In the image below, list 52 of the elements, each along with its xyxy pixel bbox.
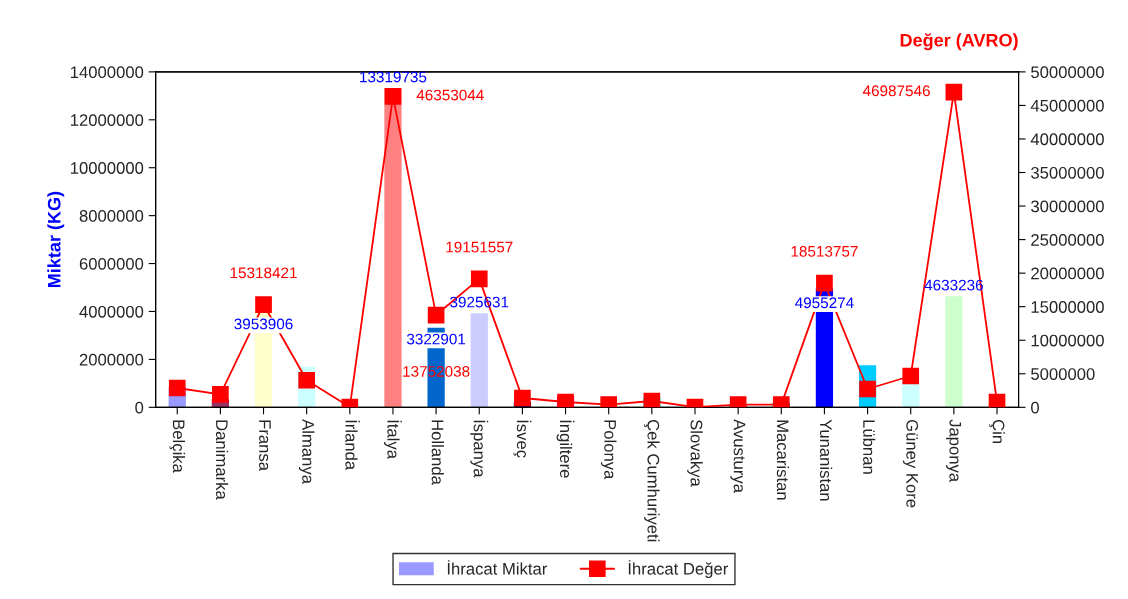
x-tick-label: Güney Kore	[902, 419, 919, 508]
x-tick-label: İsveç	[513, 420, 532, 458]
x-tick-label: Japonya	[946, 419, 962, 483]
y-tick-label: 4000000	[79, 305, 144, 318]
y2-tick-label: 50000000	[1031, 66, 1104, 79]
y2-tick-label: 25000000	[1031, 234, 1104, 246]
data-label: 46987546	[862, 85, 930, 97]
legend-label: İhracat Miktar	[447, 560, 548, 575]
x-tick-label: İtalya	[384, 420, 402, 459]
y-tick-label: 8000000	[79, 210, 144, 222]
y2-tick-label: 45000000	[1030, 99, 1104, 112]
x-tick-label: Belçika	[169, 420, 186, 473]
y-tick-label: 10000000	[70, 162, 144, 174]
data-label: 3322901	[406, 333, 466, 345]
y2-tick-label: 20000000	[1031, 267, 1104, 280]
x-tick-label: Macaristan	[776, 420, 790, 500]
y2-tick-label: 30000000	[1031, 200, 1104, 213]
y-tick-label: 0	[135, 401, 144, 414]
y2-tick-label: 15000000	[1031, 301, 1104, 313]
y2-tick-label: 0	[1031, 401, 1040, 414]
x-tick-label: Slovakya	[687, 419, 703, 487]
data-label: 15318421	[230, 267, 297, 279]
x-tick-label: İspanya	[470, 420, 489, 478]
data-label: 19151557	[446, 241, 513, 253]
y2-tick-label: 5000000	[1031, 368, 1095, 380]
data-label: 46353044	[416, 89, 484, 101]
x-tick-label: Danimarka	[215, 420, 229, 500]
x-tick-label: Hollanda	[431, 420, 444, 485]
legend-label: İhracat Değer	[628, 560, 729, 579]
x-tick-label: İngiltere	[556, 420, 575, 478]
y-tick-label: 12000000	[70, 114, 144, 126]
x-tick-label: Almanya	[298, 419, 315, 484]
x-tick-label: Polonya	[600, 420, 617, 480]
data-label: 3953906	[234, 318, 293, 330]
y-axis-title: Miktar (KG)	[47, 191, 65, 288]
y-tick-label: 6000000	[79, 257, 144, 270]
y2-tick-label: 10000000	[1031, 334, 1104, 347]
x-tick-label: Fransa	[259, 420, 271, 471]
x-tick-label: Çin	[989, 419, 1005, 444]
x-tick-label: Lübnan	[863, 420, 876, 474]
x-tick-label: Yunanistan	[819, 419, 833, 501]
y2-tick-label: 35000000	[1031, 166, 1104, 179]
data-label: 13319735	[360, 71, 427, 83]
y-tick-label: 2000000	[79, 353, 144, 366]
y2-tick-label: 40000000	[1030, 133, 1104, 146]
x-tick-label: İrlanda	[345, 420, 360, 471]
data-label: 18513757	[791, 245, 858, 257]
y2-axis-title: Değer (AVRO)	[900, 33, 1018, 51]
x-tick-label: Avusturya	[730, 419, 746, 493]
data-label: 4955274	[795, 297, 854, 309]
y-tick-label: 14000000	[70, 66, 144, 79]
x-tick-label: Çek Cumhuriyeti	[644, 419, 660, 542]
